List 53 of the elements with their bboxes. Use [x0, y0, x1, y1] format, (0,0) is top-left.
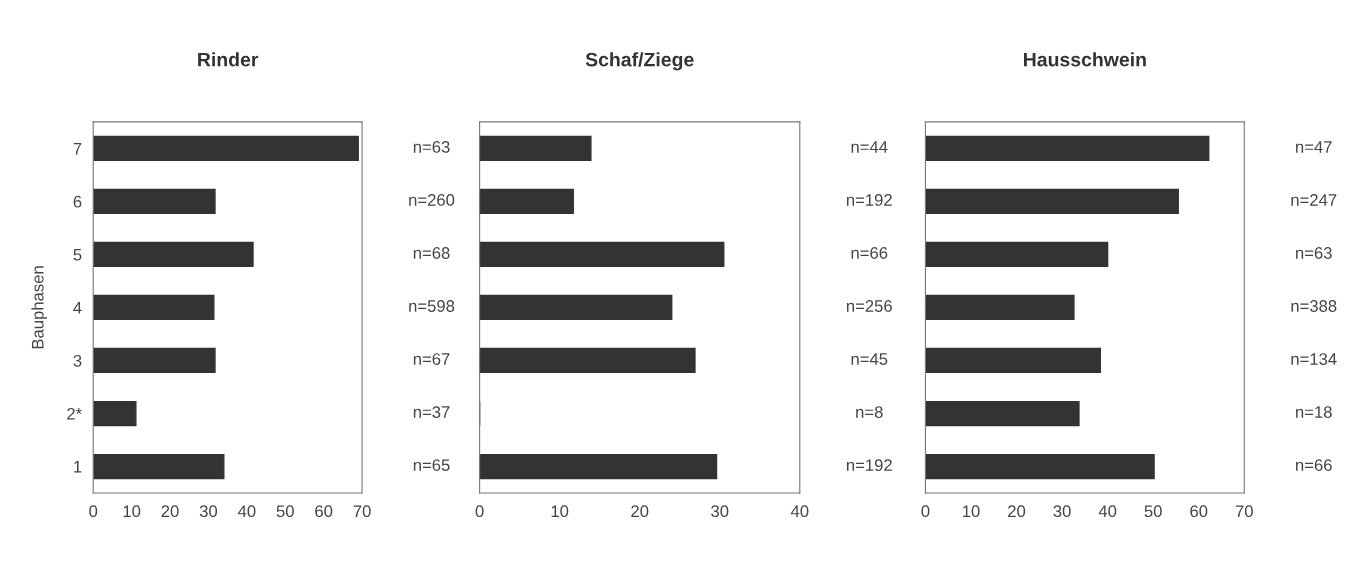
text: n=256 [846, 300, 892, 312]
text: n=18 [1296, 406, 1332, 418]
chart-title: Hausschwein [1024, 52, 1146, 67]
x-tick-label: 0 [89, 505, 98, 518]
text: n=8 [856, 406, 883, 418]
y-tick-label: 5 [73, 248, 82, 261]
text: n=66 [851, 247, 888, 259]
text: n=192 [846, 194, 892, 206]
text: n=45 [851, 353, 888, 365]
x-tick-label: 10 [123, 505, 141, 518]
x-tick-label: 40 [1098, 505, 1117, 518]
x-tick-label: 50 [1144, 505, 1162, 518]
x-tick-label: 20 [161, 505, 179, 518]
y-tick-label: 6 [73, 195, 82, 208]
x-tick-label: 60 [315, 505, 333, 518]
text: n=63 [1296, 247, 1332, 259]
y-tick-label: 4 [73, 302, 82, 314]
text: n=260 [409, 194, 455, 206]
y-tick-label: 1 [74, 461, 82, 473]
text: n=388 [1291, 300, 1337, 312]
text: n=68 [413, 247, 450, 259]
text: n=134 [1291, 353, 1337, 365]
text: n=37 [413, 406, 450, 418]
x-tick-label: 30 [711, 505, 729, 518]
y-tick-label: 3 [73, 354, 82, 367]
chart-title: Schaf/Ziege [585, 52, 694, 71]
chart-title: Rinder [198, 52, 259, 67]
x-tick-label: 10 [551, 505, 569, 518]
x-tick-label: 30 [199, 505, 218, 518]
text: n=247 [1291, 194, 1337, 206]
text: n=47 [1296, 141, 1332, 153]
text: n=63 [413, 141, 450, 153]
text: n=65 [413, 459, 450, 472]
x-tick-label: 40 [237, 505, 256, 518]
x-tick-label: 0 [921, 505, 930, 518]
x-tick-label: 70 [1235, 505, 1253, 518]
y-tick-label: 7 [73, 142, 82, 155]
text: n=598 [409, 300, 455, 312]
text: n=192 [846, 459, 892, 472]
x-tick-label: 40 [790, 505, 809, 518]
y-axis-title: Bauphasen [31, 266, 47, 349]
x-tick-label: 20 [1008, 505, 1026, 518]
x-tick-label: 60 [1190, 505, 1208, 518]
x-tick-label: 70 [353, 505, 371, 518]
x-tick-label: 10 [962, 505, 980, 518]
y-tick-label: 2* [67, 407, 82, 420]
text: n=66 [1296, 459, 1332, 472]
text: n=67 [413, 353, 450, 365]
x-tick-label: 50 [276, 505, 294, 518]
x-tick-label: 0 [475, 505, 484, 518]
x-tick-label: 20 [631, 505, 649, 518]
text: n=44 [851, 141, 888, 153]
x-tick-label: 30 [1053, 505, 1071, 518]
